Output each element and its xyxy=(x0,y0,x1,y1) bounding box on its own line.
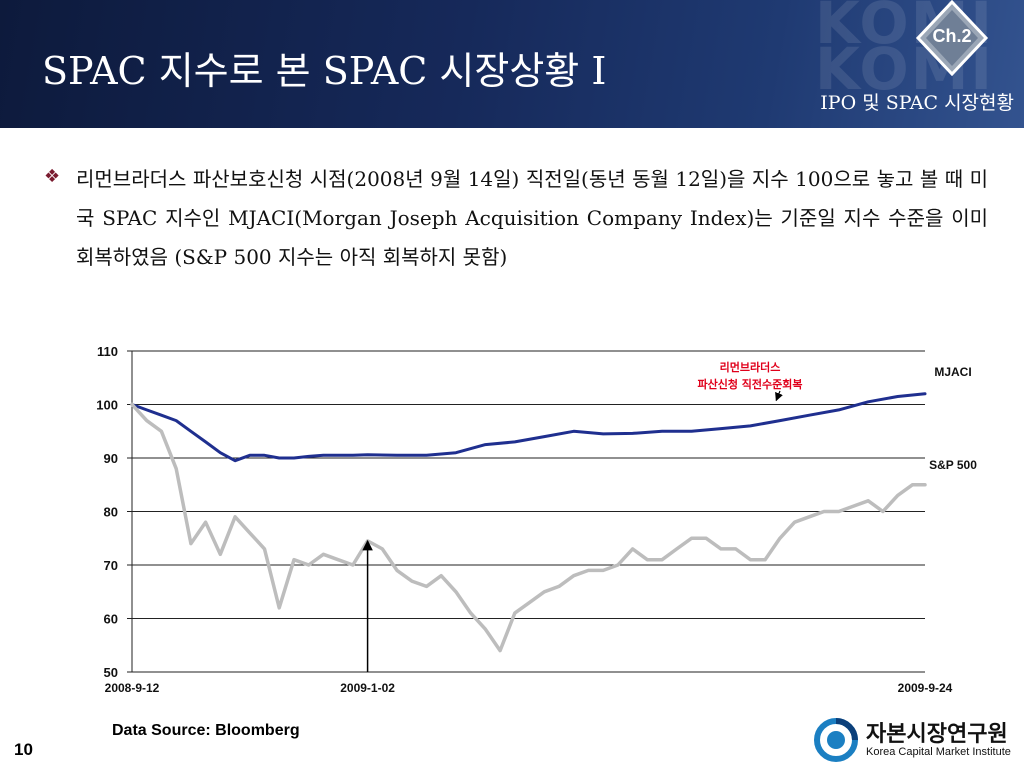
y-tick-label: 100 xyxy=(96,398,118,413)
series-label: MJACI xyxy=(934,365,971,379)
y-tick-label: 110 xyxy=(97,344,118,359)
page-number: 10 xyxy=(14,740,33,759)
y-tick-label: 80 xyxy=(104,505,118,520)
x-axis-ticks: 2008-9-12 2009-1-02 2009-9-24 xyxy=(105,681,953,695)
data-source: Data Source: Bloomberg xyxy=(112,722,300,739)
bullet-point: ❖ 리먼브라더스 파산보호신청 시점(2008년 9월 14일) 직전일(동년 … xyxy=(44,160,988,277)
y-tick-label: 90 xyxy=(104,451,118,466)
chapter-badge-icon xyxy=(915,0,989,76)
y-tick-label: 50 xyxy=(104,665,118,680)
y-tick-label: 70 xyxy=(104,558,118,573)
x-tick-label: 2009-9-24 xyxy=(898,681,953,695)
bullet-text: 리먼브라더스 파산보호신청 시점(2008년 9월 14일) 직전일(동년 동월… xyxy=(76,167,988,269)
section-subtitle: IPO 및 SPAC 시장현황 xyxy=(820,92,1014,114)
kcmi-logo-icon xyxy=(814,718,858,762)
logo-english-name: Korea Capital Market Institute xyxy=(866,746,1011,758)
annotation-text-line2: 파산신청 직전수준회복 xyxy=(697,377,802,391)
annotation-arrow-recovery xyxy=(775,390,783,402)
y-axis-ticks: 50 60 70 80 90 100 110 xyxy=(96,344,132,680)
series-lines: MJACI S&P 500 xyxy=(130,365,977,653)
x-tick-label: 2008-9-12 xyxy=(105,681,160,695)
x-tick-label: 2009-1-02 xyxy=(340,681,395,695)
series-line-mjaci xyxy=(130,392,927,463)
series-line-sp500 xyxy=(130,402,927,653)
annotation-text-line1: 리먼브라더스 xyxy=(720,360,781,374)
diamond-bullet-icon: ❖ xyxy=(44,166,61,187)
chapter-badge: Ch.2 xyxy=(932,26,972,46)
logo-korean-name: 자본시장연구원 xyxy=(866,722,1008,747)
y-tick-label: 60 xyxy=(104,612,118,627)
series-label: S&P 500 xyxy=(929,458,977,472)
page-title: SPAC 지수로 본 SPAC 시장상황 I xyxy=(42,49,607,93)
chart-grid xyxy=(131,350,925,673)
line-chart: 50 60 70 80 90 100 110 2008-9-12 2009-1-02 2009-… xyxy=(96,344,977,695)
